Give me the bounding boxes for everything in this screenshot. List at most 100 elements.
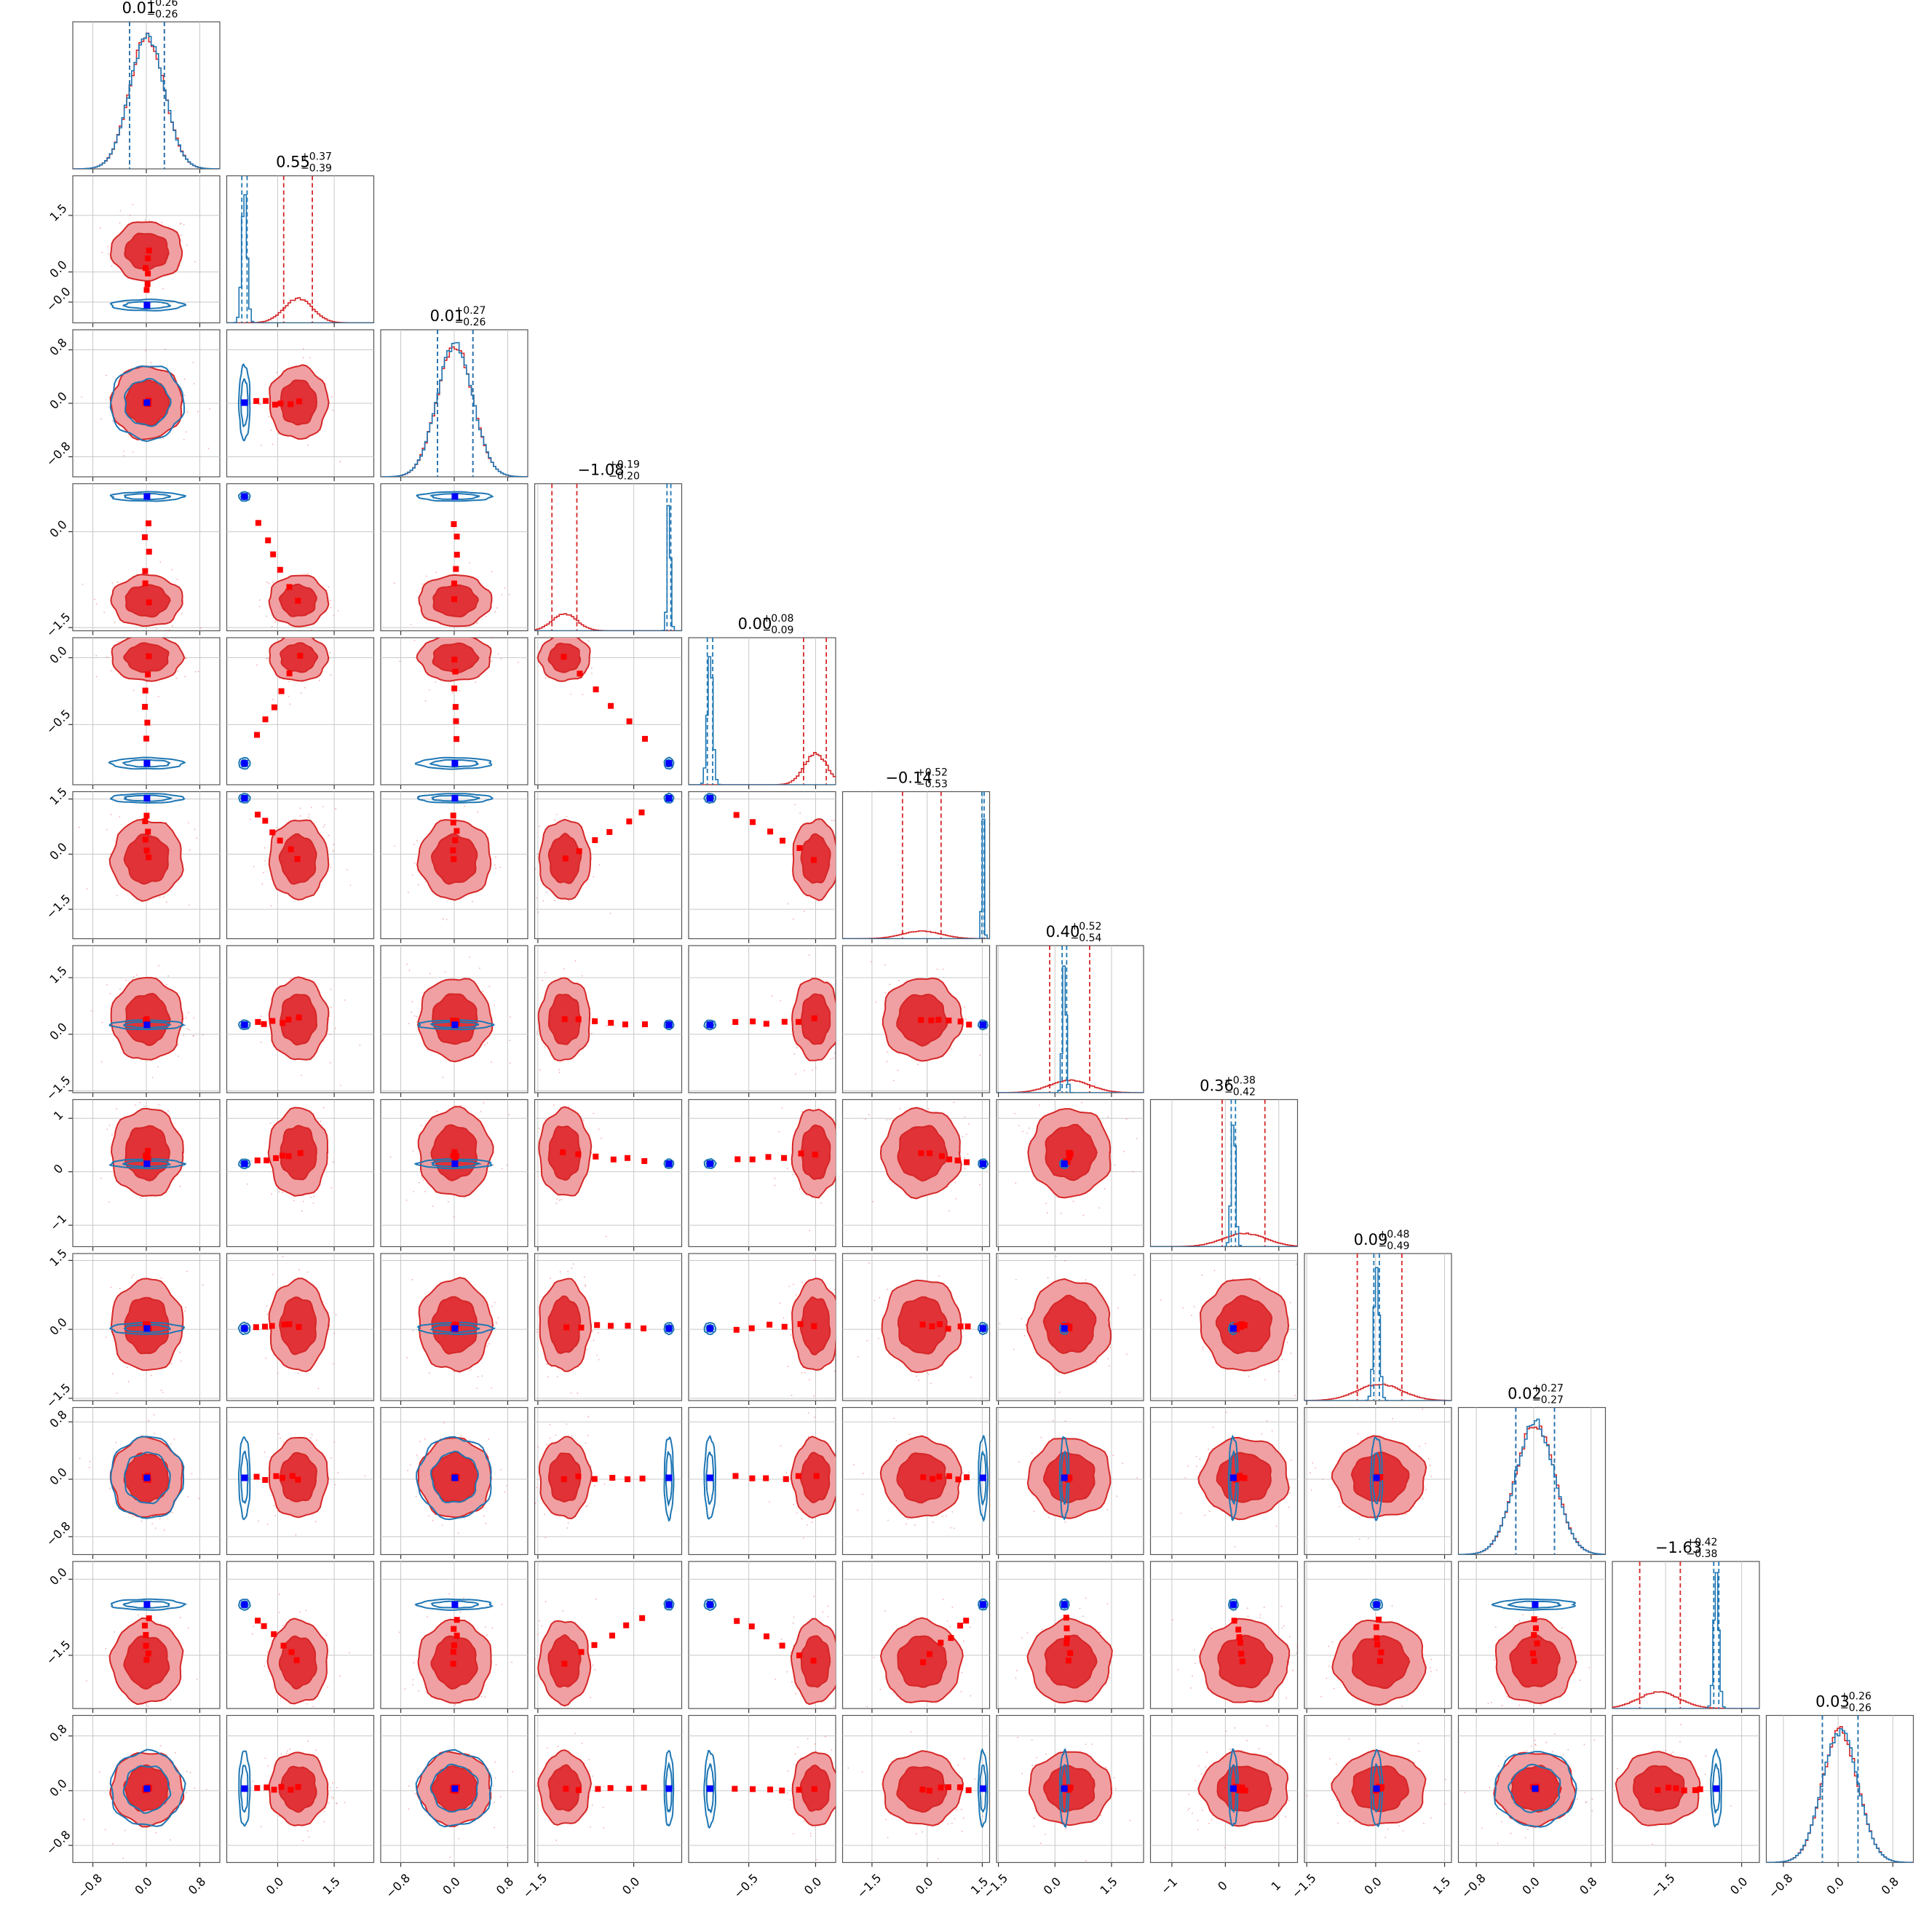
sample-dot [938,1275,940,1277]
marker-blue [241,760,247,767]
marker-blue [143,1475,150,1481]
sample-dot [928,1108,930,1109]
marker-red [265,537,271,543]
marker-blue [241,1475,247,1481]
sample-dot [338,610,339,611]
title-minus: −0.20 [609,471,640,483]
marker-red [145,271,151,277]
sample-dot [999,1323,1001,1324]
marker-red [625,1476,630,1482]
sample-dot [781,1639,783,1640]
sample-dot [786,1473,788,1474]
sample-dot [320,1120,322,1122]
panel-7-7: 0.36+0.38−0.42 [1151,1075,1298,1251]
sample-dot [535,1503,536,1504]
sample-dot [477,622,478,624]
sample-dot [1013,1349,1015,1350]
sample-dot [908,1433,910,1435]
panel-7-5 [843,1099,990,1251]
sample-dot [446,919,448,920]
marker-red [593,686,599,692]
sample-dot [158,965,159,967]
marker-red [958,1018,964,1024]
sample-dot [112,1373,114,1374]
marker-red [764,1634,769,1639]
marker-red [285,1017,291,1023]
sample-dot [270,1123,272,1124]
sample-dot [266,582,268,583]
marker-red [946,1157,952,1163]
sample-dot [157,1066,159,1068]
sample-dot [189,904,190,906]
sample-dot [837,1006,839,1007]
sample-dot [328,835,330,836]
sample-dot [567,1707,569,1709]
sample-dot [808,1436,809,1438]
sample-dot [778,1643,780,1644]
panel-10-0: 0.0−1.5 [44,1548,220,1728]
sample-dot [481,631,483,633]
sample-dot [170,1444,172,1445]
sample-dot [488,1343,490,1345]
sample-dot [775,1178,776,1179]
sample-dot [408,892,409,893]
sample-dot [796,1047,798,1048]
sample-dot [443,918,444,919]
sample-dot [309,357,311,358]
sample-dot [834,1288,836,1290]
y-tick-label: 0.0 [47,1565,69,1588]
sample-dot [803,1537,804,1539]
sample-dot [584,1276,585,1278]
sample-dot [429,1372,430,1374]
sample-dot [1126,1119,1128,1120]
sample-dot [478,1376,479,1377]
sample-dot [125,980,127,981]
sample-dot [536,1331,538,1333]
sample-dot [266,634,267,636]
marker-red [255,1157,261,1163]
sample-dot [1109,1676,1111,1678]
sample-dot [1025,1324,1026,1326]
marker-red [296,1324,301,1330]
sample-dot [943,968,944,970]
sample-dot [197,1679,198,1680]
marker-red [451,686,457,692]
sample-dot [568,1522,569,1524]
title-plus: +0.27 [455,305,486,317]
marker-red [625,1323,630,1329]
sample-dot [91,1010,92,1012]
sample-dot [180,1617,181,1618]
sample-dot [885,992,887,994]
sample-dot [435,681,437,683]
sample-dot [506,1485,507,1486]
marker-red [269,1323,275,1329]
y-tick-label: 0 [51,1161,66,1176]
sample-dot [94,598,95,600]
marker-red [918,1150,924,1156]
sample-dot [174,1438,175,1440]
sample-dot [951,1511,953,1513]
sample-dot [161,1278,162,1279]
sample-dot [1073,1200,1074,1202]
sample-dot [970,1626,971,1628]
marker-red [955,1157,961,1163]
sample-dot [264,860,266,862]
sample-dot [566,1527,568,1529]
sample-dot [498,654,499,655]
sample-dot [591,668,593,669]
sample-dot [123,455,124,456]
sample-dot [496,1664,497,1666]
sample-dot [598,1332,599,1334]
sample-dot [1200,1402,1202,1404]
sample-dot [1132,1171,1133,1172]
panel-8-6 [997,1246,1144,1405]
sample-dot [172,1512,173,1513]
sample-dot [161,1390,162,1391]
sample-dot [288,696,290,697]
sample-dot [258,404,260,405]
marker-red [796,845,802,851]
sample-dot [531,1129,532,1131]
marker-blue [980,1475,986,1481]
sample-dot [477,812,478,813]
sample-dot [413,844,415,845]
